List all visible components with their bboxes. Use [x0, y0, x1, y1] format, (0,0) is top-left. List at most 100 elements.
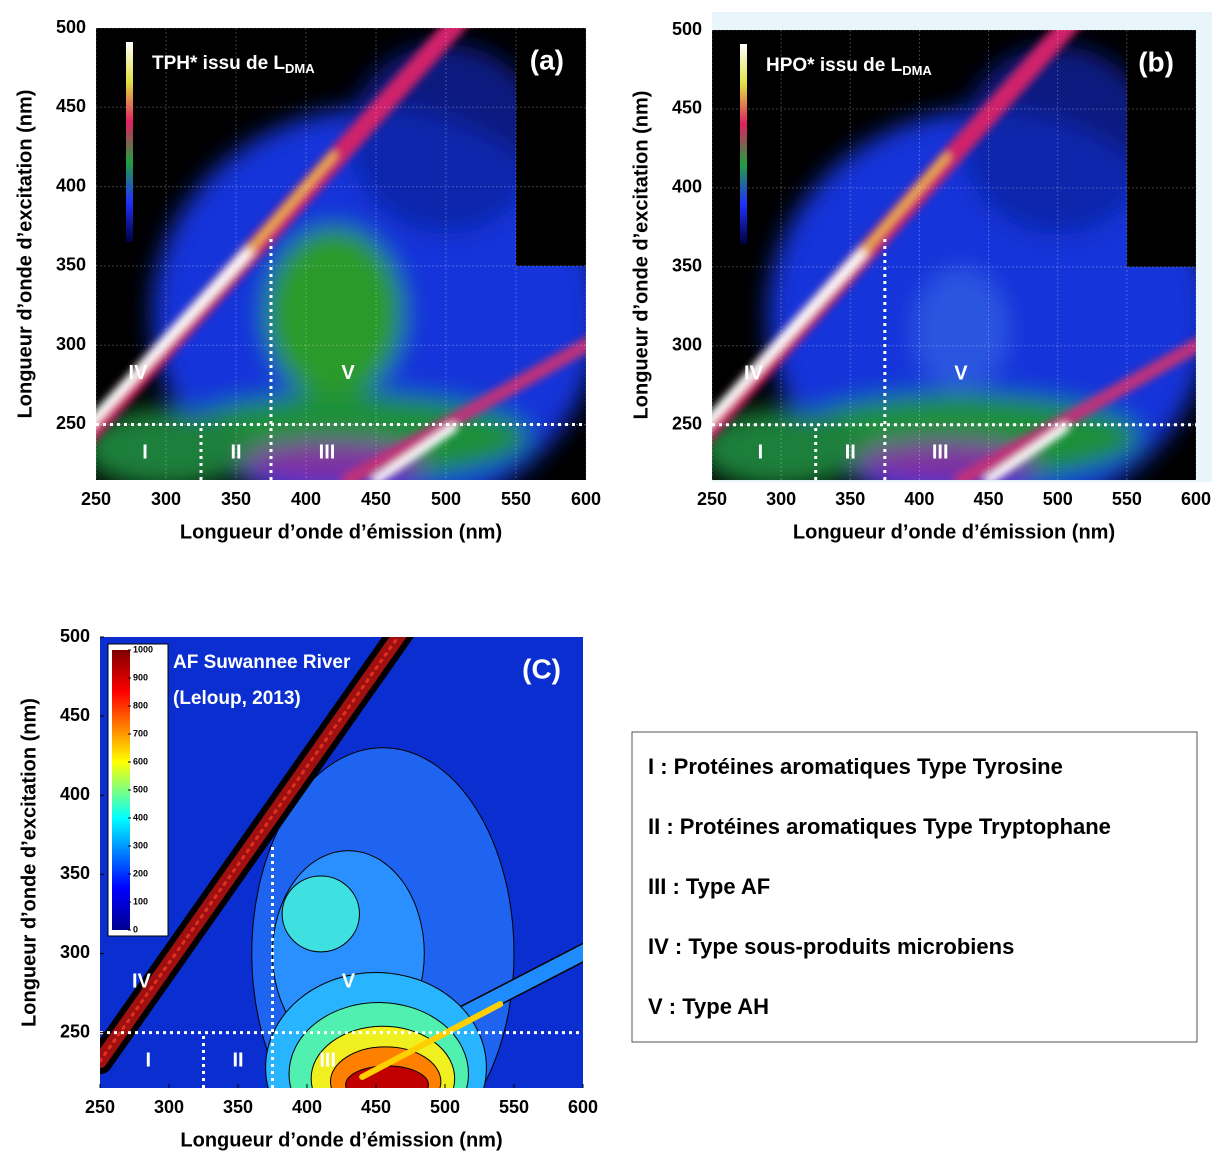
scatter-band — [984, 423, 1070, 480]
legend-item: III : Type AF — [648, 874, 770, 899]
x-tick-label: 250 — [697, 489, 727, 509]
x-tick-label: 550 — [499, 1097, 529, 1117]
scatter-band — [861, 153, 951, 255]
y-tick-label: 400 — [60, 784, 90, 804]
region-label: III — [319, 441, 336, 463]
panel-label: (b) — [1138, 46, 1174, 77]
y-tick-label: 350 — [672, 256, 702, 276]
x-axis-title: Longueur d’onde d’émission (nm) — [180, 1129, 502, 1151]
title-main: HPO* issu de L — [766, 55, 903, 76]
x-tick-label: 350 — [835, 489, 865, 509]
panel-label: (C) — [522, 653, 561, 684]
x-tick-label: 600 — [571, 489, 601, 509]
plot-area — [96, 28, 586, 480]
x-tick-label: 400 — [291, 489, 321, 509]
colorbar-label: 900 — [133, 672, 148, 682]
y-tick-label: 300 — [672, 335, 702, 355]
colorbar-label: 0 — [133, 924, 138, 934]
intensity-zone — [96, 408, 250, 480]
x-tick-label: 600 — [568, 1097, 598, 1117]
intensity-zone — [912, 266, 1010, 394]
scatter-band — [359, 1001, 504, 1080]
region-label: II — [230, 441, 241, 463]
x-tick-label: 400 — [904, 489, 934, 509]
x-tick-label: 450 — [361, 489, 391, 509]
x-tick-label: 300 — [151, 489, 181, 509]
scatter — [712, 30, 1196, 480]
region-label: III — [932, 441, 949, 463]
scatter-band — [247, 151, 337, 254]
panel-title: HPO* issu de LDMA — [766, 55, 932, 78]
x-axis-title: Longueur d’onde d’émission (nm) — [180, 521, 502, 543]
region-label: IV — [744, 362, 764, 384]
colorbar-label: 200 — [133, 868, 148, 878]
y-tick-label: 500 — [60, 626, 90, 646]
colorbar-label: 300 — [133, 840, 148, 850]
x-tick-label: 300 — [154, 1097, 184, 1117]
colorbar-label: 1000 — [133, 644, 153, 654]
colorbar-label: 800 — [133, 700, 148, 710]
title-subscript: DMA — [902, 63, 932, 78]
legend-item: IV : Type sous-produits microbiens — [648, 934, 1014, 959]
y-tick-label: 250 — [56, 413, 86, 433]
map-blank — [1126, 30, 1196, 267]
plot-area — [100, 637, 583, 1088]
x-tick-label: 250 — [85, 1097, 115, 1117]
x-tick-label: 350 — [223, 1097, 253, 1117]
y-tick-label: 400 — [56, 175, 86, 195]
scatter — [96, 28, 586, 480]
y-axis-title: Longueur d’onde d’excitation (nm) — [14, 90, 36, 419]
panel-title: TPH* issu de LDMA — [152, 53, 315, 76]
region-label: I — [146, 1049, 152, 1071]
x-tick-label: 500 — [1043, 489, 1073, 509]
colorbar-label: 100 — [133, 896, 148, 906]
legend-item: II : Protéines aromatiques Type Tryptoph… — [648, 814, 1111, 839]
panel-subtitle: (Leloup, 2013) — [173, 688, 301, 709]
y-tick-label: 500 — [56, 17, 86, 37]
y-tick-label: 450 — [672, 98, 702, 118]
x-tick-label: 450 — [361, 1097, 391, 1117]
x-tick-label: 550 — [1112, 489, 1142, 509]
legend-item: I : Protéines aromatiques Type Tyrosine — [648, 754, 1063, 779]
y-tick-label: 400 — [672, 177, 702, 197]
title-subscript: DMA — [285, 61, 315, 76]
x-tick-label: 300 — [766, 489, 796, 509]
y-tick-label: 300 — [56, 334, 86, 354]
region-label: I — [142, 441, 148, 463]
colorbar — [112, 650, 130, 930]
intensity-zone — [264, 226, 404, 401]
colorbar-label: 600 — [133, 756, 148, 766]
region-label: II — [232, 1049, 243, 1071]
x-axis-title: Longueur d’onde d’émission (nm) — [793, 521, 1115, 543]
x-tick-label: 500 — [430, 1097, 460, 1117]
scatter-band — [712, 246, 870, 425]
fluorescence — [712, 45, 1196, 480]
legend-item: V : Type AH — [648, 994, 769, 1019]
region-label: IV — [129, 362, 149, 384]
panel-label: (a) — [530, 44, 564, 75]
y-tick-label: 350 — [60, 863, 90, 883]
y-tick-label: 450 — [56, 96, 86, 116]
scatter-band — [953, 337, 1196, 480]
y-tick-label: 350 — [56, 255, 86, 275]
scatter-band — [100, 637, 400, 1063]
x-tick-label: 500 — [431, 489, 461, 509]
region-label: V — [342, 970, 356, 992]
x-tick-label: 450 — [974, 489, 1004, 509]
color-scale — [126, 42, 133, 242]
x-tick-label: 350 — [221, 489, 251, 509]
x-tick-label: 550 — [501, 489, 531, 509]
region-label: V — [954, 362, 968, 384]
y-tick-label: 300 — [60, 942, 90, 962]
scatter-band — [96, 245, 255, 425]
color-scale — [740, 44, 747, 244]
y-axis-title: Longueur d’onde d’excitation (nm) — [18, 698, 40, 1027]
y-tick-label: 250 — [672, 413, 702, 433]
region-label: IV — [132, 970, 152, 992]
region-label: II — [845, 441, 856, 463]
region-label: I — [758, 441, 764, 463]
colorbar-label: 400 — [133, 812, 148, 822]
legend-box — [631, 731, 1198, 1043]
intensity-zone — [281, 875, 360, 953]
